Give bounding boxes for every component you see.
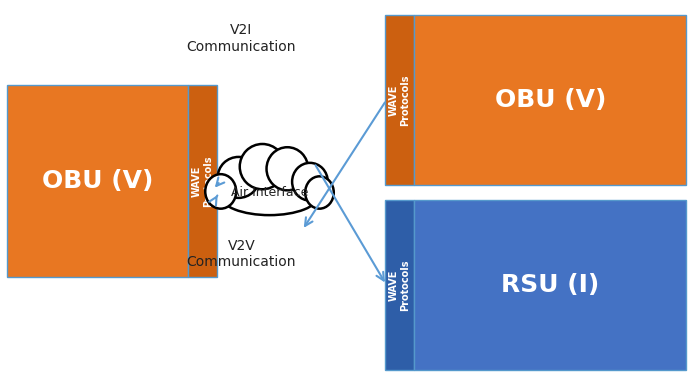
Ellipse shape — [267, 147, 308, 190]
Text: Air Interface: Air Interface — [231, 186, 308, 199]
Ellipse shape — [220, 176, 318, 215]
Ellipse shape — [305, 176, 334, 209]
Ellipse shape — [216, 170, 323, 216]
Ellipse shape — [292, 163, 328, 201]
Bar — [7, 85, 188, 277]
Bar — [188, 85, 217, 277]
Ellipse shape — [305, 176, 334, 209]
Ellipse shape — [218, 157, 260, 198]
Text: OBU (V): OBU (V) — [494, 88, 606, 112]
Bar — [385, 200, 414, 370]
Ellipse shape — [205, 174, 236, 209]
Bar — [414, 15, 686, 185]
Text: OBU (V): OBU (V) — [41, 169, 153, 193]
Ellipse shape — [218, 157, 260, 198]
Text: WAVE
Protocols: WAVE Protocols — [389, 74, 410, 126]
Text: WAVE
Protocols: WAVE Protocols — [192, 155, 213, 207]
Bar — [414, 200, 686, 370]
Text: RSU (I): RSU (I) — [501, 273, 599, 297]
Ellipse shape — [239, 144, 285, 189]
Bar — [385, 15, 414, 185]
Text: V2V
Communication: V2V Communication — [187, 239, 296, 269]
Ellipse shape — [239, 144, 285, 189]
Text: WAVE
Protocols: WAVE Protocols — [389, 259, 410, 311]
Ellipse shape — [292, 163, 328, 201]
Ellipse shape — [267, 147, 308, 190]
Ellipse shape — [205, 174, 236, 209]
Text: V2I
Communication: V2I Communication — [187, 23, 296, 54]
